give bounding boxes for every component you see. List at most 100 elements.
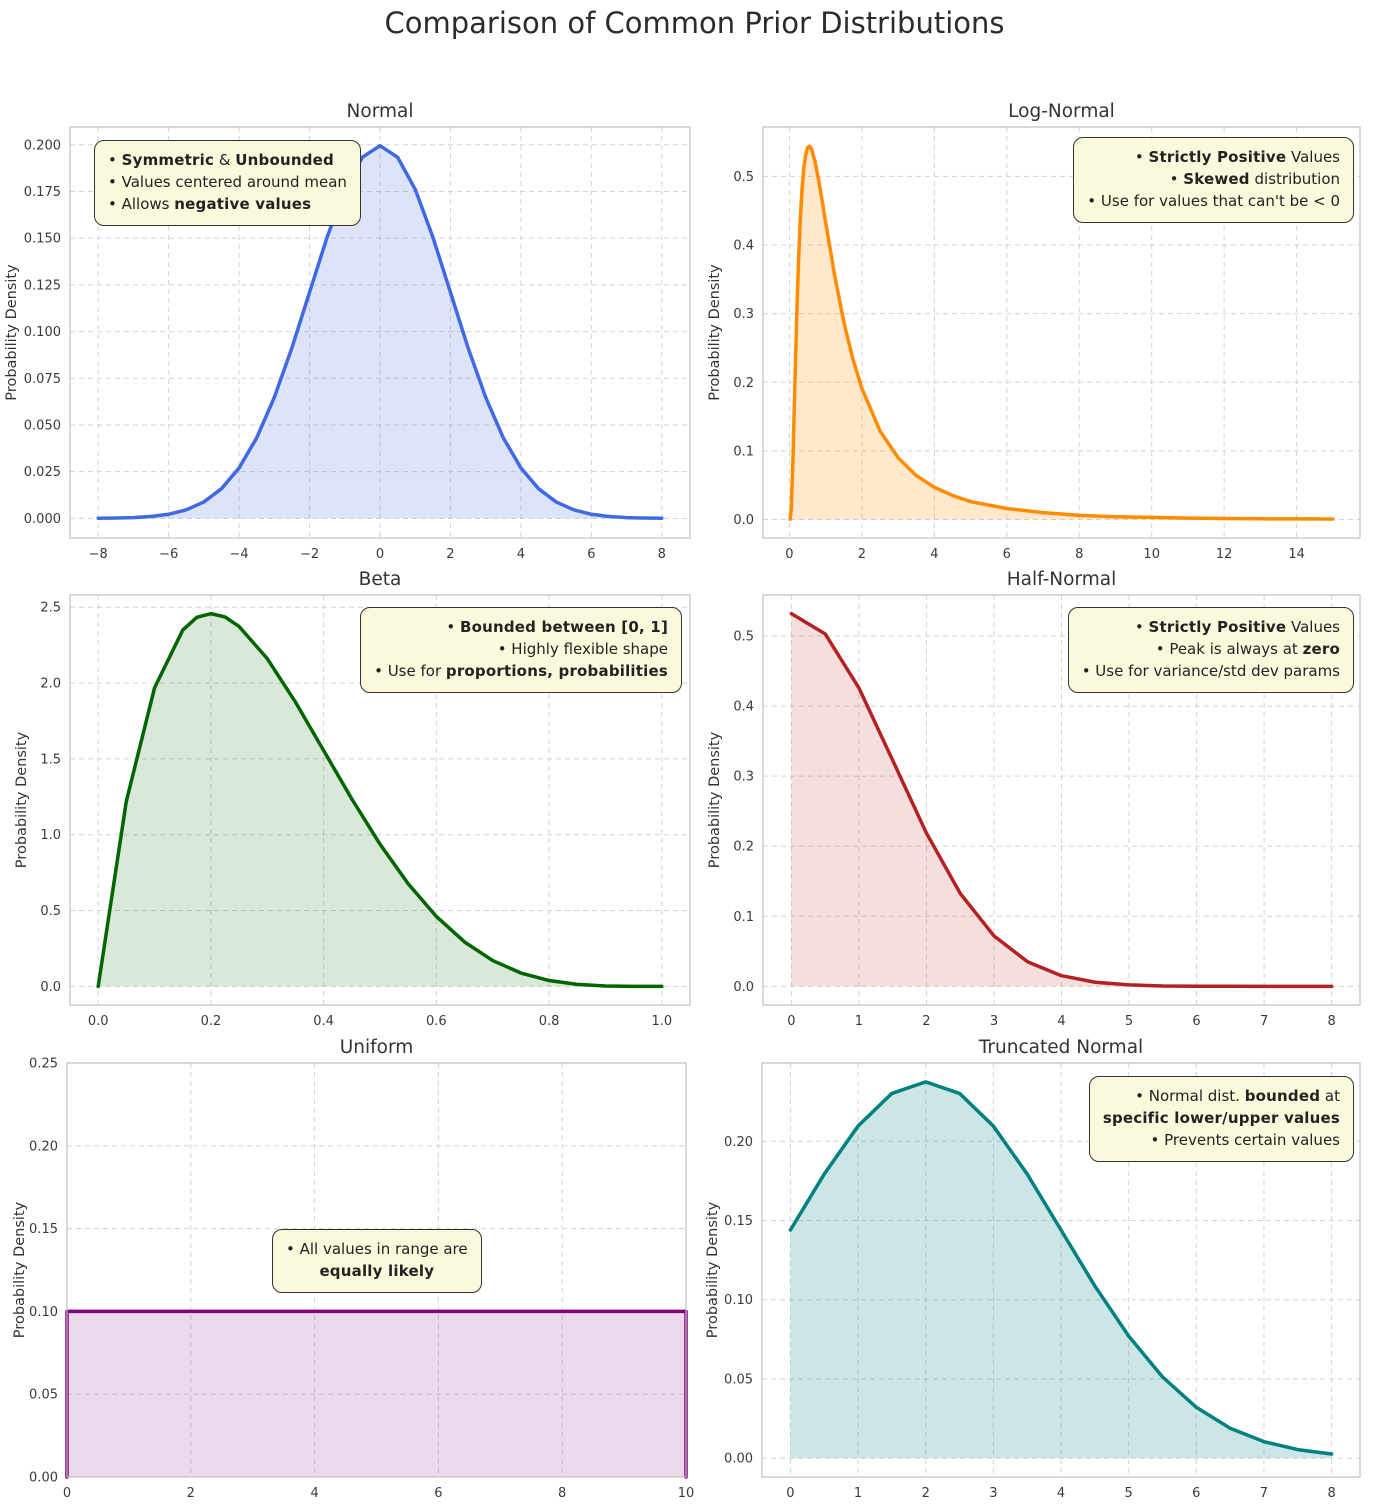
- annotation-text: &: [214, 151, 236, 169]
- y-axis-label: Probability Density: [707, 264, 723, 401]
- x-tick-label: 6: [1192, 1486, 1200, 1501]
- annotation-text: • Use for: [374, 662, 446, 680]
- x-tick-label: 12: [1216, 547, 1233, 562]
- annotation-line: • Bounded between [0, 1]: [374, 616, 668, 638]
- y-axis-label: Probability Density: [12, 1201, 28, 1338]
- y-tick-label: 1.0: [40, 828, 61, 843]
- x-tick-label: 10: [678, 1486, 694, 1501]
- y-tick-label: 0.0: [733, 513, 754, 528]
- x-tick-label: 14: [1288, 547, 1305, 562]
- annotation-line: equally likely: [286, 1260, 468, 1282]
- y-tick-label: 0.3: [733, 307, 754, 322]
- annotation-line: • Skewed distribution: [1087, 168, 1340, 190]
- x-tick-label: 4: [310, 1486, 318, 1501]
- annotation-text: • Highly flexible shape: [497, 640, 668, 658]
- annotation-text: Values: [1286, 618, 1340, 636]
- y-tick-label: 0.000: [24, 512, 61, 527]
- annotation-line: specific lower/upper values: [1103, 1107, 1340, 1129]
- annotation-box: • All values in range are equally likely: [272, 1229, 482, 1293]
- annotation-line: • Use for proportions, probabilities: [374, 660, 668, 682]
- y-tick-labels: 0.0 0.5 1.0 1.5 2.0 2.5: [40, 601, 61, 995]
- x-tick-label: 10: [1143, 547, 1160, 562]
- x-tick-labels: 0.0 0.2 0.4 0.6 0.8 1.0: [88, 1014, 672, 1029]
- y-tick-label: 0.5: [733, 629, 754, 644]
- annotation-line: • Prevents certain values: [1103, 1129, 1341, 1151]
- y-tick-label: 2.0: [40, 677, 61, 692]
- x-tick-label: 8: [1327, 1486, 1335, 1501]
- y-tick-label: 0.20: [724, 1135, 753, 1150]
- y-tick-label: 0.200: [24, 138, 61, 153]
- y-tick-label: 0.050: [24, 418, 61, 433]
- chart-panel-beta: 0.0 0.2 0.4 0.6 0.8 1.0 0.0 0.5 1.0 1.5 2.0 2.5 Beta…: [0, 560, 694, 1038]
- y-tick-labels: 0.00 0.05 0.10 0.15 0.20: [724, 1135, 753, 1467]
- y-tick-label: 0.4: [733, 700, 754, 715]
- annotation-text: •: [446, 618, 460, 636]
- annotation-line: • Normal dist. bounded at: [1103, 1085, 1340, 1107]
- x-tick-labels: 0 1 2 3 4 5 6 7 8: [786, 1486, 1335, 1501]
- plot-border: [69, 594, 691, 1006]
- y-tick-label: 0.0: [40, 980, 61, 995]
- x-tick-label: 2: [446, 547, 454, 562]
- chart-panel-uniform: 0 2 4 6 8 10 0.00 0.05 0.10 0.15 0.20 0.25 Uniform Pr…: [0, 1028, 694, 1505]
- annotation-text: distribution: [1249, 170, 1340, 188]
- chart-title: Log-Normal: [1008, 101, 1115, 122]
- y-axis-label: Probability Density: [705, 1201, 721, 1338]
- x-tick-label: 6: [434, 1486, 442, 1501]
- x-tick-label: −4: [230, 547, 249, 562]
- x-tick-label: 8: [658, 547, 666, 562]
- annotation-text: • Allows: [108, 195, 175, 213]
- annotation-line: • Use for variance/std dev params: [1082, 660, 1340, 682]
- annotation-text-bold: zero: [1302, 640, 1340, 658]
- y-tick-label: 0.175: [24, 185, 61, 200]
- x-tick-label: 0.4: [313, 1014, 334, 1029]
- x-tick-labels: 0 2 4 6 8 10: [63, 1486, 694, 1501]
- y-tick-label: 0.2: [733, 376, 754, 391]
- chart-panel-normal: −8 −6 −4 −2 0 2 4 6 8 0.000 0.025 0.050 0.075 0.100 0.…: [0, 95, 694, 573]
- y-tick-label: 0.100: [24, 325, 61, 340]
- distribution-curve: [788, 1080, 1334, 1456]
- annotation-text-bold: equally likely: [319, 1262, 435, 1280]
- x-tick-label: 8: [1075, 547, 1083, 562]
- x-tick-labels: 0 2 4 6 8 10 12 14: [785, 547, 1305, 562]
- annotation-box: • Strictly Positive Values • Peak is alwa…: [1067, 607, 1354, 693]
- y-tick-label: 0.20: [29, 1139, 58, 1154]
- x-tick-label: 0.8: [539, 1014, 560, 1029]
- x-tick-label: 3: [990, 1014, 998, 1029]
- annotation-text: • All values in range are: [286, 1240, 468, 1258]
- x-tick-label: 0.0: [88, 1014, 109, 1029]
- y-tick-label: 0.2: [733, 840, 754, 855]
- annotation-text: •: [108, 151, 122, 169]
- x-tick-label: 0: [63, 1486, 71, 1501]
- annotation-line: • Strictly Positive Values: [1087, 146, 1340, 168]
- y-tick-label: 1.5: [40, 752, 61, 767]
- chart-title: Uniform: [340, 1037, 414, 1058]
- x-tick-label: 1.0: [651, 1014, 672, 1029]
- y-tick-label: 0.05: [724, 1372, 753, 1387]
- x-tick-label: −2: [300, 547, 319, 562]
- x-tick-label: −8: [89, 547, 108, 562]
- annotation-text: Values: [1286, 148, 1340, 166]
- chart-svg-truncated-normal: 0 1 2 3 4 5 6 7 8 0.00 0.05 0.10 0.15 0.20 Truncated N…: [705, 1037, 1361, 1501]
- y-tick-label: 0.075: [24, 372, 61, 387]
- distribution-curve: [788, 144, 1335, 521]
- y-tick-label: 0.10: [724, 1293, 753, 1308]
- distribution-fill: [98, 613, 662, 987]
- distribution-curve: [96, 611, 664, 989]
- x-tick-label: 6: [1192, 1014, 1200, 1029]
- x-tick-label: 4: [1057, 1486, 1065, 1501]
- chart-title: Beta: [359, 569, 402, 590]
- y-axis-label: Probability Density: [4, 264, 20, 401]
- y-tick-label: 0.15: [724, 1214, 753, 1229]
- x-tick-label: 5: [1125, 1014, 1133, 1029]
- x-tick-label: 6: [587, 547, 595, 562]
- x-tick-label: 4: [1057, 1014, 1065, 1029]
- annotation-text-bold: proportions, probabilities: [445, 662, 668, 680]
- plot-border: [762, 126, 1361, 539]
- annotation-box: • Bounded between [0, 1] • Highly flexibl…: [360, 607, 682, 693]
- distribution-fill: [790, 146, 1333, 520]
- annotation-line: • Highly flexible shape: [374, 638, 668, 660]
- x-tick-label: 6: [1003, 547, 1011, 562]
- x-tick-label: 2: [922, 1486, 930, 1501]
- x-tick-label: 0.6: [426, 1014, 447, 1029]
- y-tick-labels: 0.00 0.05 0.10 0.15 0.20 0.25: [29, 1057, 58, 1486]
